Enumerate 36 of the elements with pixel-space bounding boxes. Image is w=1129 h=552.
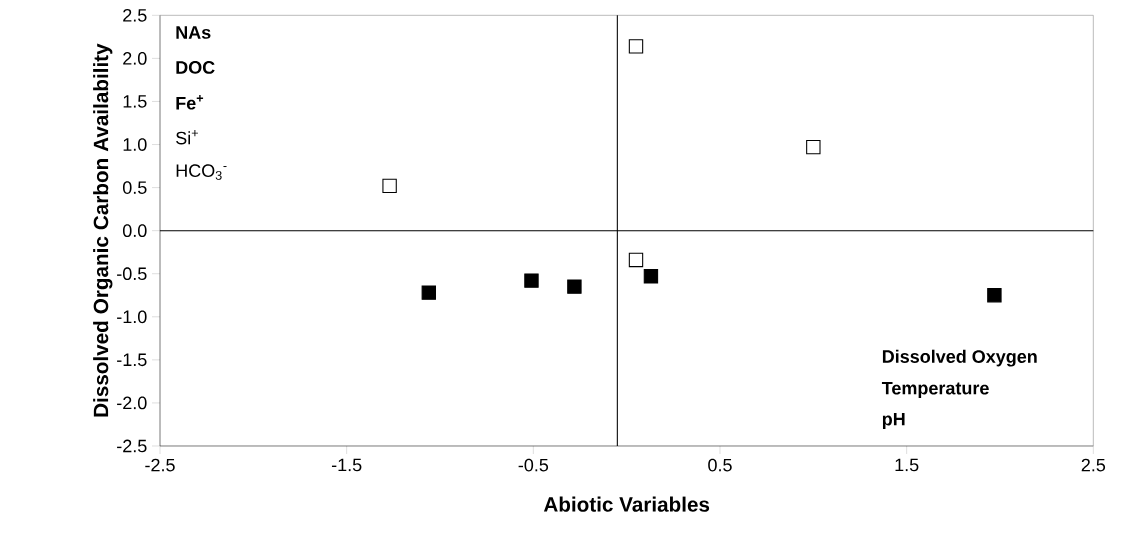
y-tick-label: -2.5 [117,439,147,453]
y-tick-label: 1.5 [123,95,147,108]
point [987,288,1002,303]
point [806,139,821,155]
y-tick-label: 0.5 [122,181,147,194]
y-tick-label: -1.0 [117,310,147,324]
y-tick-label: 0.0 [122,224,147,238]
x-tick-label: -2.5 [145,458,175,472]
y-tick-label: 2.5 [123,8,147,22]
point [643,269,659,284]
y-tick-label: -2.0 [117,396,147,410]
x-tick-label: 0.5 [708,458,732,472]
annotation: Fe$^{+}$ [176,95,204,110]
x-tick-label: -1.5 [331,458,362,472]
point [382,178,397,194]
annotation: DOC [176,61,215,74]
x-tick-label: 2.5 [1081,458,1106,472]
y-tick-label: -1.5 [117,353,147,367]
point [628,39,644,54]
x-tick-label: -0.5 [518,458,549,472]
point [567,279,582,294]
x-axis-title: Abiotic Variables [543,496,710,512]
annotation: Temperature [881,381,989,399]
y-tick-label: -0.5 [117,267,147,281]
annotation: pH [882,412,905,430]
point [524,273,539,288]
y-axis-title: Dissolved Organic Carbon Availability [93,43,113,417]
annotation: Si$^{+}$ [176,129,198,145]
point [421,285,437,300]
x-tick-label: 1.5 [895,458,919,472]
y-tick-label: 2.0 [123,52,147,65]
annotation: NAs [176,26,211,39]
point [628,252,644,268]
annotation: HCO$_{3}$- [176,164,227,180]
y-tick-label: 1.0 [123,138,147,151]
annotation: Dissolved Oxygen [882,349,1037,367]
